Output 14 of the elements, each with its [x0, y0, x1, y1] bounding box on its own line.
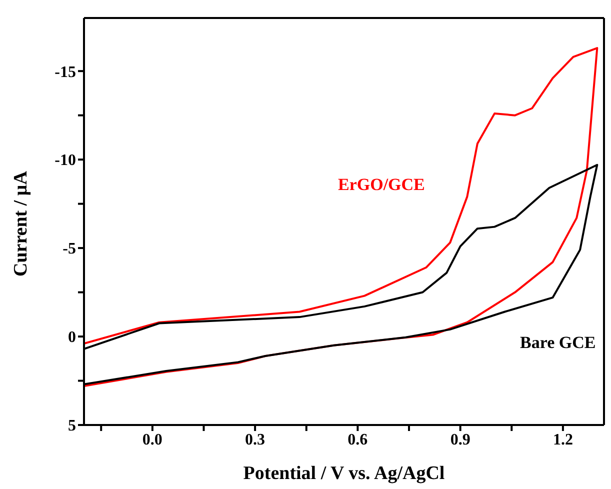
y-tick-label: -5 — [62, 240, 76, 258]
y-axis-title: Current / μA — [10, 170, 32, 276]
x-tick-label: 0.0 — [142, 431, 162, 448]
x-tick-label: 1.2 — [552, 431, 573, 448]
x-tick-label: 0.3 — [245, 431, 266, 448]
x-tick-label: 0.6 — [348, 431, 368, 448]
y-tick-label: 5 — [68, 418, 76, 435]
annotation: Bare GCE — [520, 333, 596, 353]
annotation: ErGO/GCE — [338, 175, 425, 195]
y-tick-label: -15 — [54, 64, 76, 81]
x-axis-title: Potential / V vs. Ag/AgCl — [243, 463, 445, 484]
y-tick-label: 0 — [68, 329, 76, 346]
x-tick-label: 0.9 — [450, 431, 470, 448]
y-tick-label: -10 — [54, 152, 76, 170]
